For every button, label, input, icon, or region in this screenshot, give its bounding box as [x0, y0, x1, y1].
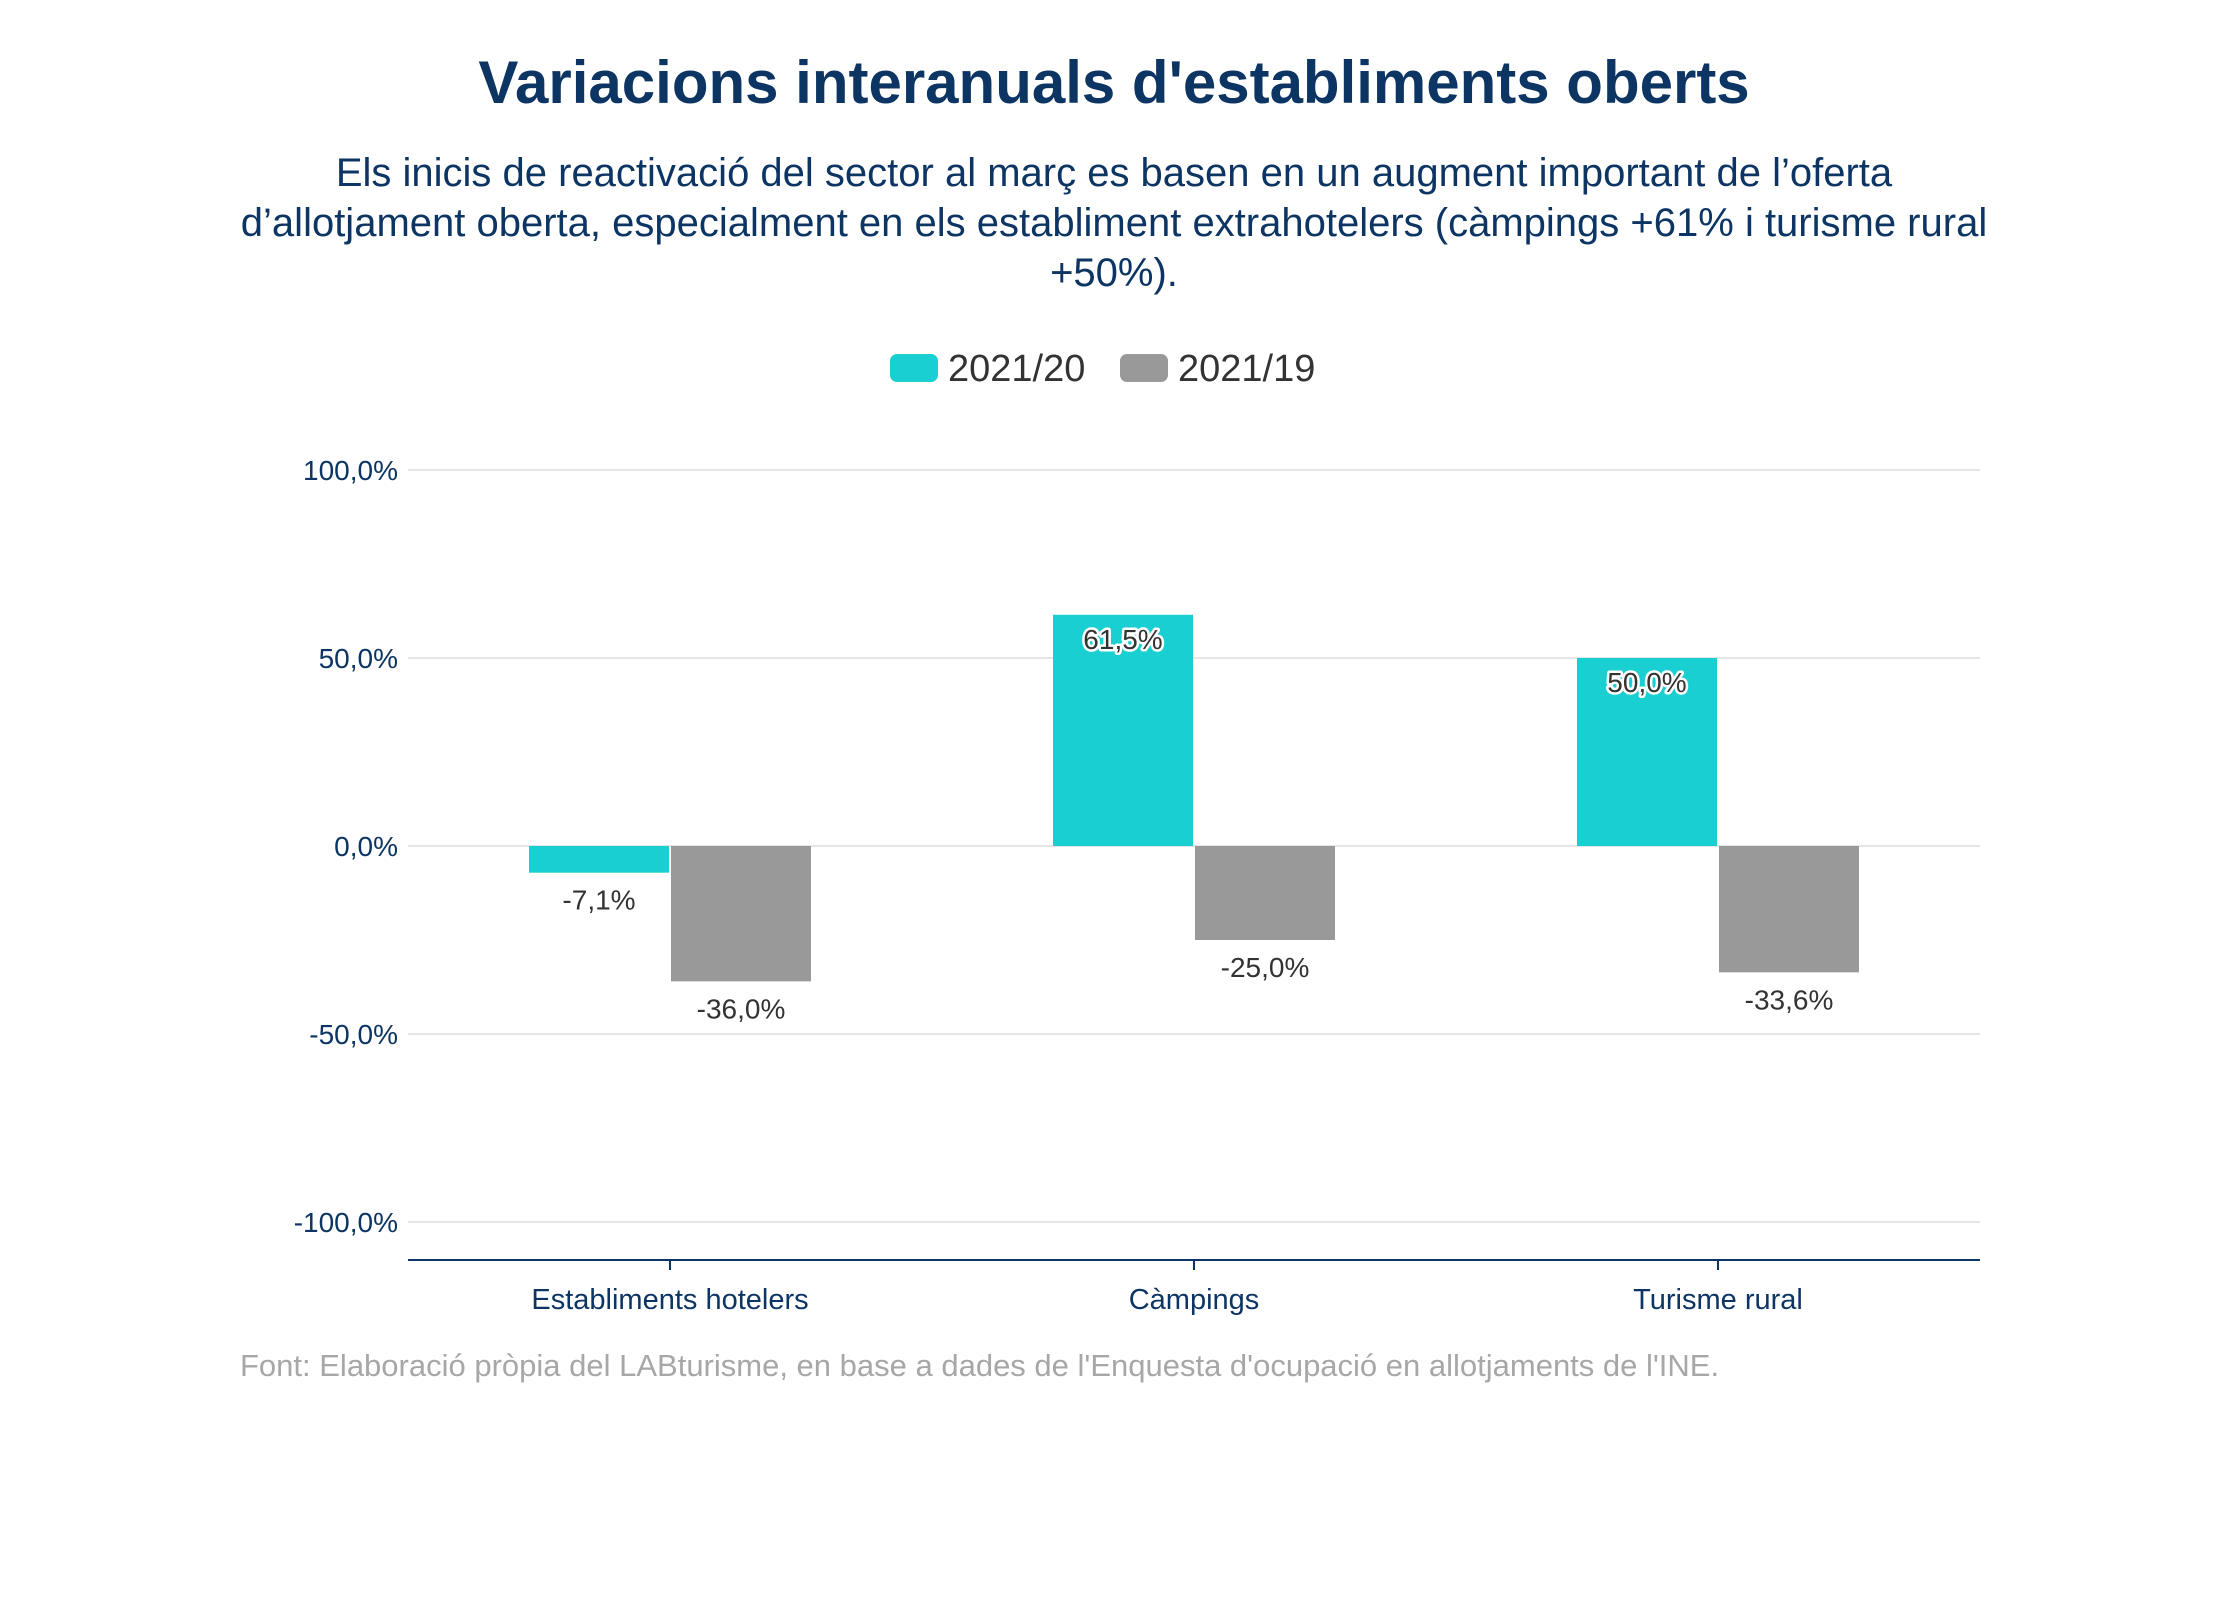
data-label: -7,1% [562, 885, 635, 916]
data-label: -25,0% [1221, 952, 1310, 983]
bars [529, 614, 1859, 982]
bar-1-1 [529, 846, 669, 873]
y-tick-label: 0,0% [334, 831, 398, 862]
source-note: Font: Elaboració pròpia del LABturisme, … [240, 1348, 1720, 1383]
y-axis-ticks: 100,0% 50,0% 0,0% -50,0% -100,0% [294, 455, 398, 1238]
legend-label-2: 2021/19 [1178, 348, 1315, 390]
chart-title: Variacions interanuals d'establiments ob… [478, 49, 1750, 116]
legend-label-1: 2021/20 [948, 348, 1085, 390]
y-tick-label: -100,0% [294, 1207, 398, 1238]
data-label: 50,0% [1607, 667, 1686, 698]
y-tick-label: 50,0% [319, 643, 398, 674]
bar-1-3 [1577, 658, 1717, 846]
bar-2-2 [1195, 846, 1335, 940]
legend-swatch-1 [890, 354, 938, 382]
gridlines [408, 469, 1980, 1223]
y-tick-label: -50,0% [309, 1019, 398, 1050]
bar-1-2 [1053, 614, 1193, 846]
bar-2-1 [671, 846, 811, 982]
data-label: 61,5% [1083, 624, 1162, 655]
legend-swatch-2 [1120, 354, 1168, 382]
x-category-label: Establiments hotelers [531, 1284, 808, 1316]
chart-subtitle: Els inicis de reactivació del sector al … [240, 151, 1988, 295]
data-label: -36,0% [697, 993, 786, 1024]
x-category-label: Turisme rural [1633, 1284, 1803, 1316]
x-category-label: Càmpings [1129, 1284, 1260, 1316]
data-label: -33,6% [1745, 984, 1834, 1015]
data-labels: -7,1% -36,0% 61,5% -25,0% 50,0% -33,6% [562, 621, 1834, 1024]
legend: 2021/20 2021/19 [890, 348, 1315, 390]
bar-2-3 [1719, 846, 1859, 973]
y-tick-label: 100,0% [303, 455, 398, 486]
x-axis: Establiments hotelers Càmpings Turisme rur… [408, 1259, 1980, 1316]
